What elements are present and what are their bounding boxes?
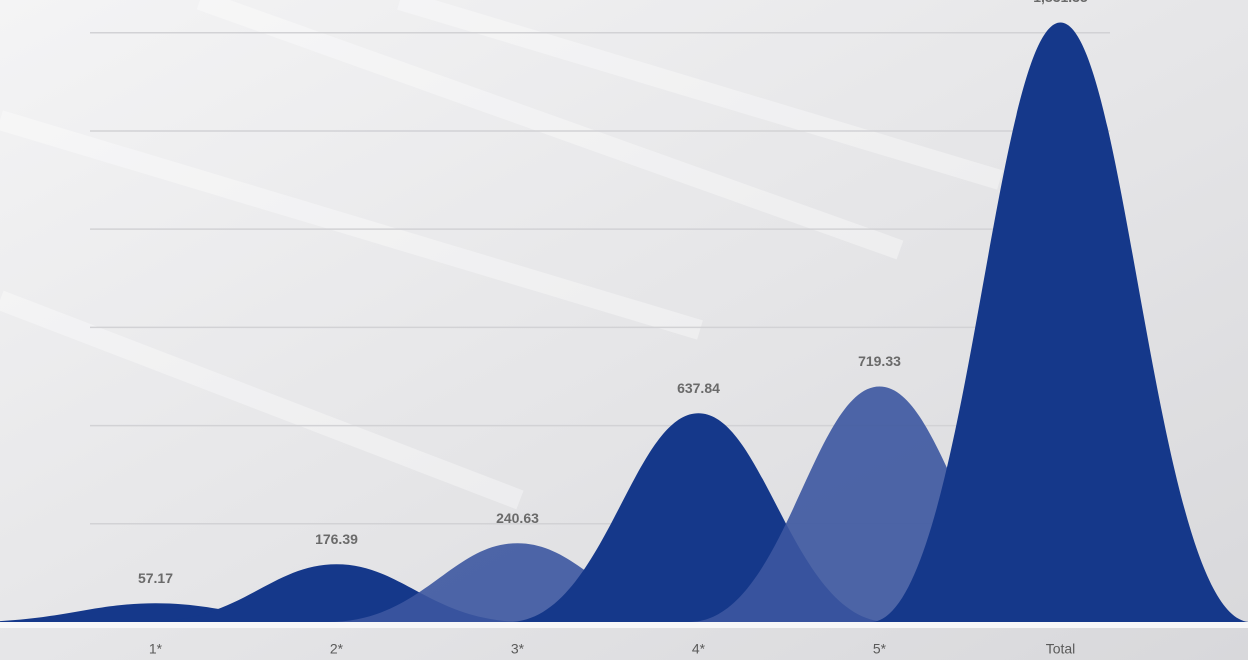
x-tick-label: 1*	[149, 641, 163, 657]
x-tick-label: 4*	[692, 641, 706, 657]
value-label: 637.84	[677, 380, 720, 396]
x-tick-label: 2*	[330, 641, 344, 657]
value-label: 176.39	[315, 531, 358, 547]
value-label: 719.33	[858, 353, 901, 369]
value-label: 1,831.35	[1033, 0, 1088, 5]
baseline	[0, 622, 1248, 628]
value-label: 240.63	[496, 510, 539, 526]
value-label: 57.17	[138, 570, 173, 586]
x-tick-label: 3*	[511, 641, 525, 657]
peak	[870, 22, 1248, 622]
background-texture	[0, 0, 1000, 500]
x-tick-label: Total	[1046, 641, 1076, 657]
x-tick-label: 5*	[873, 641, 887, 657]
